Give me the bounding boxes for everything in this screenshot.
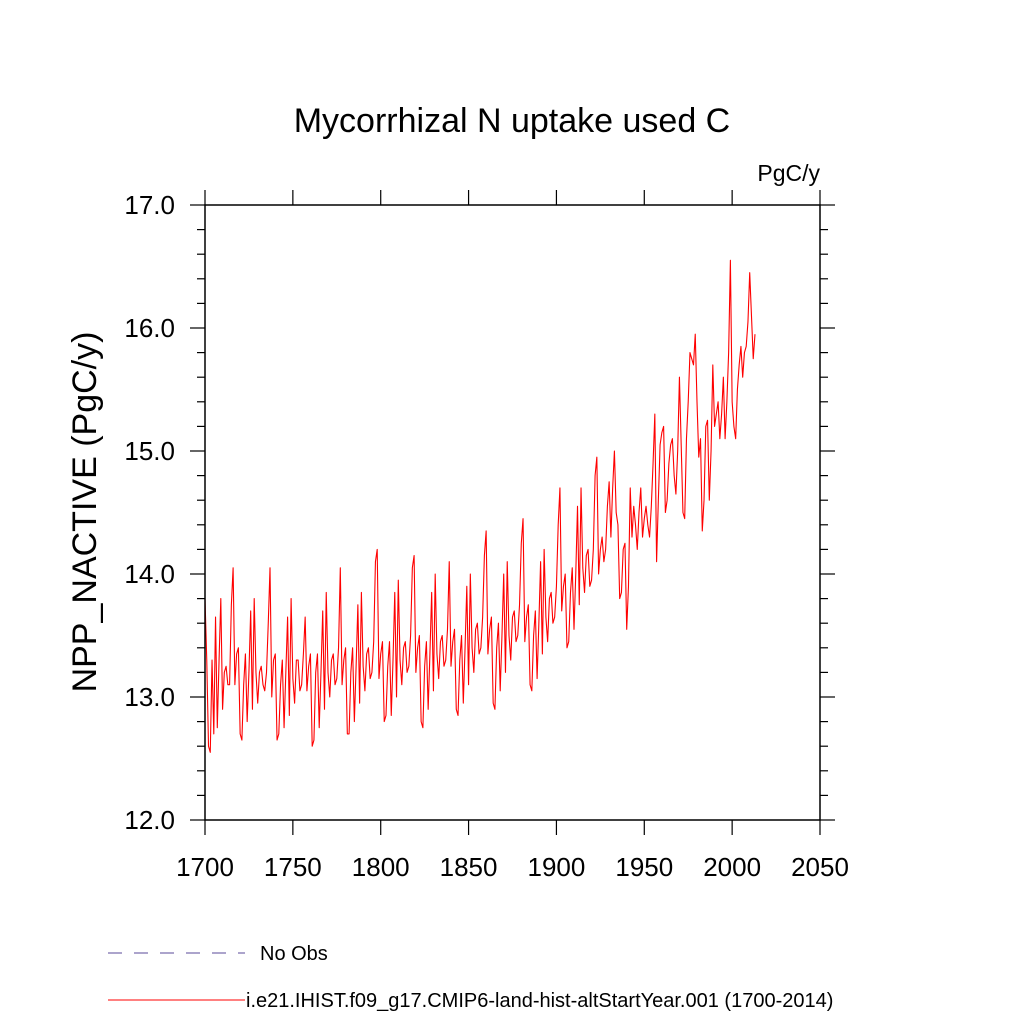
x-tick-label: 2050 xyxy=(791,852,849,882)
y-tick-label: 14.0 xyxy=(124,559,175,589)
legend-label-no-obs: No Obs xyxy=(260,943,328,965)
y-tick-label: 13.0 xyxy=(124,682,175,712)
y-tick-label: 12.0 xyxy=(124,805,175,835)
y-axis-label: NPP_NACTIVE (PgC/y) xyxy=(66,332,104,693)
y-tick-label: 17.0 xyxy=(124,190,175,220)
chart-title: Mycorrhizal N uptake used C xyxy=(294,102,731,140)
series-line-model-run xyxy=(204,259,756,753)
y-tick-label: 15.0 xyxy=(124,436,175,466)
x-tick-label: 1800 xyxy=(352,852,410,882)
x-tick-label: 1700 xyxy=(176,852,234,882)
x-tick-label: 1750 xyxy=(264,852,322,882)
x-tick-label: 1950 xyxy=(615,852,673,882)
legend-label-model-run: i.e21.IHIST.f09_g17.CMIP6-land-hist-altS… xyxy=(246,990,833,1012)
x-tick-label: 1850 xyxy=(440,852,498,882)
x-tick-label: 1900 xyxy=(528,852,586,882)
y-tick-label: 16.0 xyxy=(124,313,175,343)
x-tick-label: 2000 xyxy=(703,852,761,882)
units-label: PgC/y xyxy=(757,160,820,186)
plot-frame xyxy=(204,204,821,821)
legend: No Obs i.e21.IHIST.f09_g17.CMIP6-land-hi… xyxy=(108,943,833,1012)
